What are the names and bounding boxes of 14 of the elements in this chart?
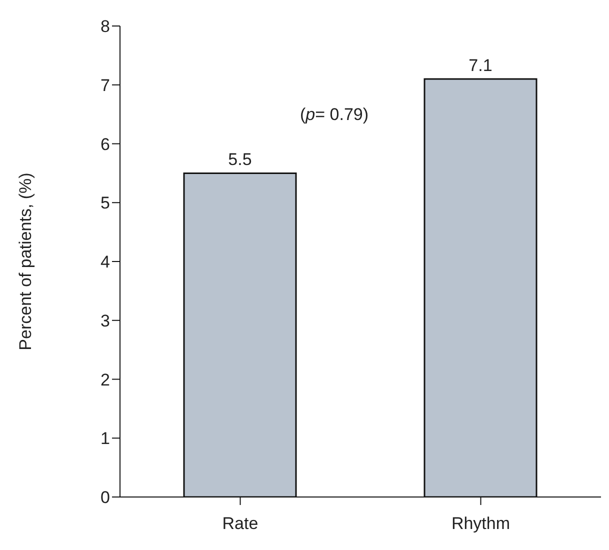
data-label: 5.5 [228,150,252,170]
y-tick-label: 0 [100,488,110,508]
y-tick-label: 6 [100,134,110,154]
data-label: 7.1 [468,56,492,75]
x-tick-label: Rhythm [451,514,510,534]
y-tick-label: 7 [100,76,110,95]
y-tick-label: 2 [100,370,110,390]
y-tick-label: 3 [100,311,110,330]
y-tick-label: 4 [100,252,110,272]
x-tick-label: Rate [222,514,258,534]
y-tick-label: 5 [100,194,110,213]
y-tick-label: 1 [100,429,110,448]
y-axis-title: Percent of patients, (%) [16,172,36,350]
y-tick-label: 8 [100,17,110,36]
